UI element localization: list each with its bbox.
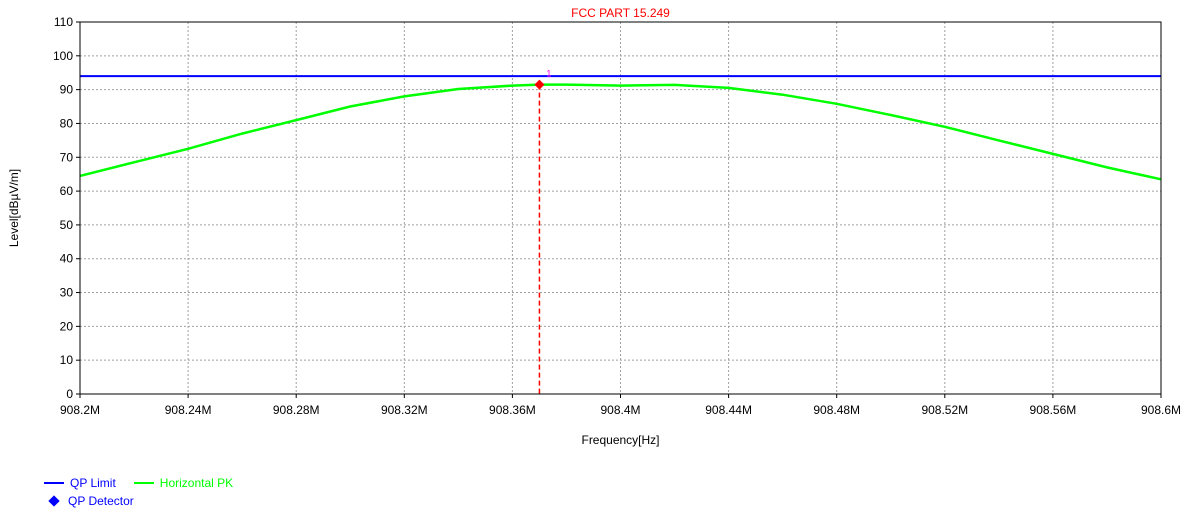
chart: FCC PART 15.249 908.2M 908.24M 908.28M 908.…	[7, 6, 1181, 447]
qp-limit-line-swatch	[44, 482, 64, 484]
marker-label: 1	[546, 69, 551, 79]
y-tick-label: 40	[60, 252, 74, 266]
series-layer	[79, 75, 1162, 181]
legend-item-horizontal-pk: Horizontal PK	[133, 476, 234, 490]
x-tick-label: 908.24M	[165, 403, 212, 417]
x-axis-ticks: 908.2M 908.24M 908.28M 908.32M 908.36M 908.4M…	[60, 394, 1181, 417]
legend-row: QP Detector	[44, 492, 251, 510]
legend: QP Limit Horizontal PK QP Detector	[44, 474, 251, 510]
legend-item-qp-detector: QP Detector	[44, 494, 134, 508]
grid	[80, 22, 1161, 394]
x-tick-label: 908.52M	[921, 403, 968, 417]
y-tick-label: 70	[60, 150, 74, 164]
x-tick-label: 908.4M	[600, 403, 640, 417]
legend-item-qp-limit: QP Limit	[44, 476, 116, 490]
marker-layer: 1	[534, 69, 551, 394]
x-tick-label: 908.44M	[705, 403, 752, 417]
x-tick-label: 908.32M	[381, 403, 428, 417]
y-tick-label: 10	[60, 353, 74, 367]
legend-label-qp-limit: QP Limit	[70, 476, 116, 490]
x-tick-label: 908.28M	[273, 403, 320, 417]
x-tick-label: 908.6M	[1141, 403, 1181, 417]
y-tick-label: 30	[60, 286, 74, 300]
series-line-horizontal-pk	[79, 83, 1162, 181]
legend-label-qp-detector: QP Detector	[68, 494, 134, 508]
x-tick-label: 908.56M	[1030, 403, 1077, 417]
y-tick-label: 100	[53, 49, 73, 63]
y-tick-label: 0	[66, 387, 73, 401]
x-tick-label: 908.48M	[813, 403, 860, 417]
legend-row: QP Limit Horizontal PK	[44, 474, 251, 492]
x-tick-label: 908.2M	[60, 403, 100, 417]
marker-point	[534, 79, 545, 90]
y-axis-ticks: 0 10 20 30 40 50 60 70 80 90 100 110	[53, 15, 80, 401]
y-tick-label: 110	[54, 15, 73, 29]
y-tick-label: 90	[60, 83, 74, 97]
y-tick-label: 50	[60, 218, 74, 232]
x-tick-label: 908.36M	[489, 403, 536, 417]
y-axis-label: Level[dBµV/m]	[7, 169, 21, 247]
diamond-icon	[48, 495, 60, 507]
horizontal-pk-line-swatch	[133, 482, 154, 484]
y-tick-label: 60	[60, 184, 74, 198]
plot-frame	[79, 21, 1162, 395]
y-tick-label: 20	[60, 319, 74, 333]
legend-label-horizontal-pk: Horizontal PK	[159, 476, 234, 490]
y-tick-label: 80	[60, 116, 74, 130]
chart-title: FCC PART 15.249	[571, 6, 670, 20]
x-axis-label: Frequency[Hz]	[581, 433, 659, 447]
